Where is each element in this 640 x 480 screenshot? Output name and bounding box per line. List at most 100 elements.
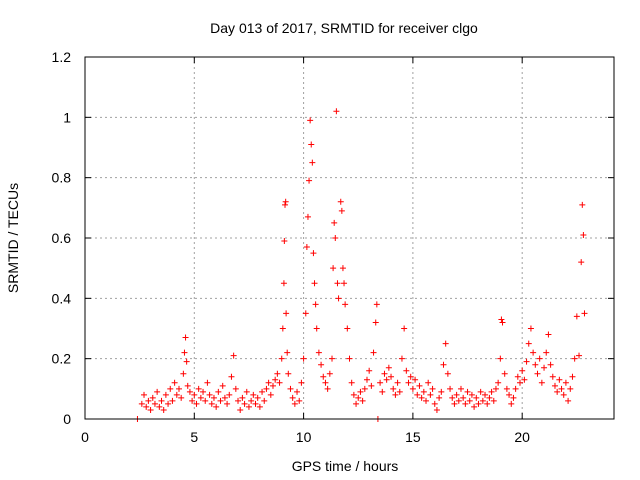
- data-point: [228, 373, 235, 380]
- x-tick-label: 15: [405, 429, 421, 445]
- data-point: [279, 325, 286, 332]
- data-point: [530, 349, 537, 356]
- data-point: [514, 373, 521, 380]
- data-point: [392, 391, 399, 398]
- data-point: [145, 397, 152, 404]
- data-point: [287, 385, 294, 392]
- data-point: [373, 301, 380, 308]
- data-point: [193, 400, 200, 407]
- data-point: [565, 397, 572, 404]
- data-point: [171, 379, 178, 386]
- data-point: [324, 385, 331, 392]
- data-point: [250, 391, 257, 398]
- data-point: [221, 394, 228, 401]
- data-point: [173, 391, 180, 398]
- data-point: [482, 391, 489, 398]
- data-point: [210, 394, 217, 401]
- data-point: [254, 394, 261, 401]
- data-point: [407, 373, 414, 380]
- data-point: [204, 379, 211, 386]
- data-point: [578, 259, 585, 266]
- plot-frame: [84, 56, 615, 420]
- data-point: [576, 352, 583, 359]
- data-point: [508, 400, 515, 407]
- data-point: [318, 361, 325, 368]
- data-point: [363, 376, 370, 383]
- data-point: [353, 400, 360, 407]
- grid: [85, 57, 614, 419]
- data-point: [156, 403, 163, 410]
- y-tick-label: 0: [63, 411, 71, 427]
- data-point: [370, 349, 377, 356]
- data-point: [541, 364, 548, 371]
- data-point: [405, 379, 412, 386]
- data-point: [278, 355, 285, 362]
- data-point: [490, 397, 497, 404]
- data-point: [283, 310, 290, 317]
- data-point: [460, 394, 467, 401]
- data-point: [431, 400, 438, 407]
- data-point: [484, 400, 491, 407]
- data-point: [457, 385, 464, 392]
- data-point: [261, 397, 268, 404]
- data-point: [265, 379, 272, 386]
- data-point: [306, 177, 313, 184]
- data-point: [562, 379, 569, 386]
- data-point: [498, 316, 505, 323]
- data-point: [475, 400, 482, 407]
- data-point: [284, 349, 291, 356]
- data-points: [134, 108, 588, 422]
- data-point: [479, 397, 486, 404]
- data-point: [447, 385, 454, 392]
- data-point: [512, 385, 519, 392]
- y-tick-label: 0.8: [52, 170, 72, 186]
- data-point: [348, 379, 355, 386]
- data-point: [538, 379, 545, 386]
- y-tick-label: 0.2: [52, 351, 72, 367]
- y-tick-labels: 0 0.2 0.4 0.6 0.8 1 1.2: [52, 49, 72, 427]
- data-point: [230, 352, 237, 359]
- data-point: [175, 385, 182, 392]
- data-point: [200, 388, 207, 395]
- data-point: [138, 400, 145, 407]
- data-point: [322, 379, 329, 386]
- data-point: [438, 388, 445, 395]
- data-point: [256, 403, 263, 410]
- data-point: [335, 295, 342, 302]
- data-point: [339, 265, 346, 272]
- data-point: [282, 198, 289, 205]
- data-point: [329, 355, 336, 362]
- data-point: [549, 373, 556, 380]
- data-point: [418, 394, 425, 401]
- x-tick-label: 20: [514, 429, 530, 445]
- data-point: [486, 394, 493, 401]
- data-point: [558, 385, 565, 392]
- data-point: [206, 391, 213, 398]
- data-point: [213, 403, 220, 410]
- data-point: [237, 406, 244, 413]
- data-point: [495, 379, 502, 386]
- data-point: [440, 361, 447, 368]
- data-point: [525, 340, 532, 347]
- data-point: [477, 388, 484, 395]
- data-point: [276, 379, 283, 386]
- data-point: [326, 370, 333, 377]
- data-point: [331, 219, 338, 226]
- data-point: [239, 394, 246, 401]
- data-point: [304, 213, 311, 220]
- data-point: [344, 325, 351, 332]
- x-tick-label: 5: [190, 429, 198, 445]
- data-point: [455, 397, 462, 404]
- data-point: [449, 394, 456, 401]
- data-point: [523, 358, 530, 365]
- data-point: [333, 108, 340, 115]
- data-point: [466, 397, 473, 404]
- data-point: [427, 391, 434, 398]
- data-point: [341, 280, 348, 287]
- data-point: [189, 397, 196, 404]
- data-point: [464, 388, 471, 395]
- data-point: [332, 235, 339, 241]
- data-point: [281, 238, 288, 245]
- data-point: [195, 385, 202, 392]
